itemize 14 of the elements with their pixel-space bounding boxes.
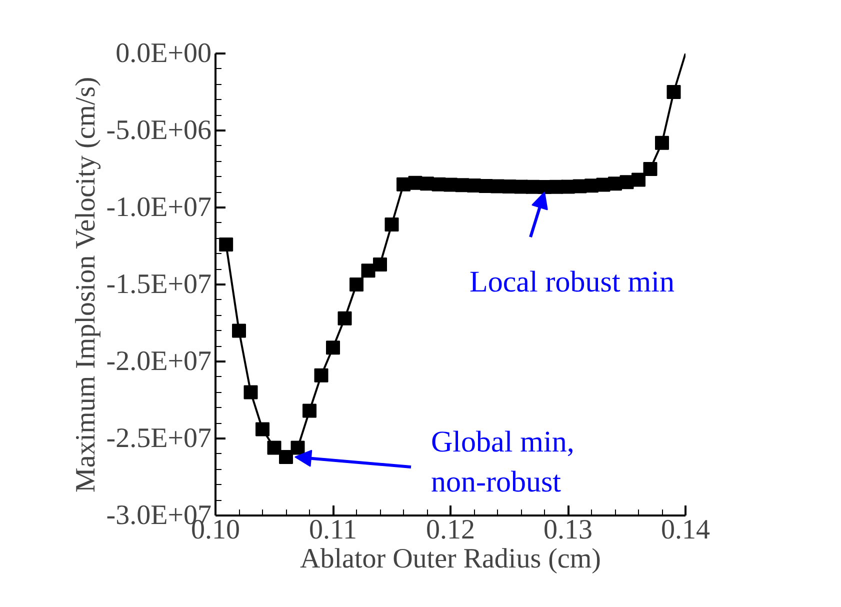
y-tick-label: -1.0E+07 bbox=[106, 192, 212, 223]
annotation: Local robust min bbox=[470, 266, 674, 299]
y-tick-label: 0.0E+00 bbox=[116, 38, 212, 69]
x-tick-label: 0.14 bbox=[661, 514, 710, 546]
x-tick-label: 0.12 bbox=[426, 514, 475, 546]
x-tick-label: 0.13 bbox=[544, 514, 592, 546]
annotation: Global min, non-robust bbox=[431, 426, 574, 498]
y-tick-label: -1.5E+07 bbox=[106, 269, 212, 300]
y-tick-label: -5.0E+06 bbox=[106, 115, 212, 146]
y-axis-title: Maximum Implosion Velocity (cm/s) bbox=[70, 76, 102, 493]
y-tick-label: -2.5E+07 bbox=[106, 423, 212, 454]
x-tick-label: 0.11 bbox=[309, 514, 357, 546]
x-axis-title: Ablator Outer Radius (cm) bbox=[300, 544, 601, 574]
y-tick-label: -2.0E+07 bbox=[106, 346, 212, 377]
